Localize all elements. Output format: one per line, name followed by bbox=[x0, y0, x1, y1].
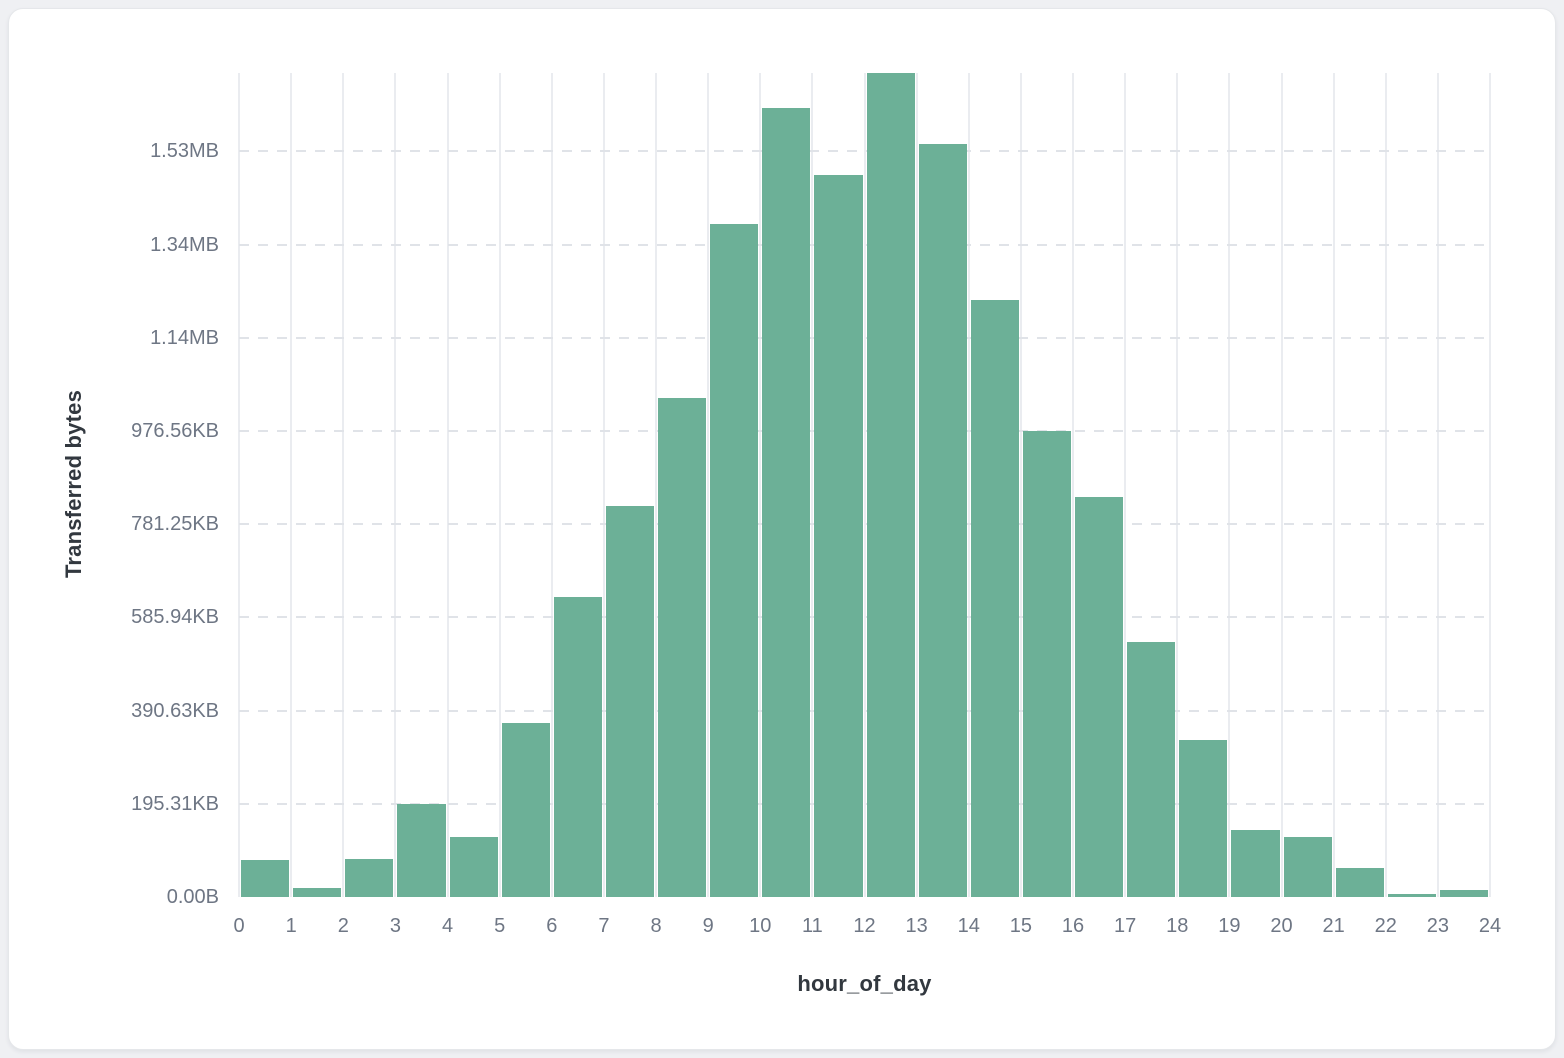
histogram-chart: Transferred bytes hour_of_day 0.00B 195.3… bbox=[9, 9, 1555, 1049]
v-gridline bbox=[290, 73, 293, 897]
x-tick-label: 4 bbox=[441, 915, 454, 937]
histogram-bar[interactable] bbox=[1231, 830, 1280, 897]
y-tick-label: 781.25KB bbox=[131, 513, 219, 536]
x-tick-label: 17 bbox=[1114, 915, 1137, 937]
histogram-bar[interactable] bbox=[1127, 641, 1176, 897]
v-gridline bbox=[759, 73, 762, 897]
histogram-bar[interactable] bbox=[866, 73, 915, 897]
histogram-bar[interactable] bbox=[553, 596, 602, 897]
histogram-bar[interactable] bbox=[345, 859, 394, 897]
v-gridline bbox=[446, 73, 449, 897]
histogram-bar[interactable] bbox=[605, 505, 654, 897]
x-tick-label: 24 bbox=[1478, 915, 1502, 937]
y-tick-label: 390.63KB bbox=[131, 699, 219, 722]
h-gridline bbox=[239, 709, 1490, 712]
h-gridline bbox=[239, 243, 1490, 246]
v-gridline bbox=[394, 73, 397, 897]
x-tick-label: 19 bbox=[1218, 915, 1241, 937]
y-tick-label: 1.14MB bbox=[150, 326, 219, 349]
v-gridline bbox=[1489, 73, 1491, 897]
y-tick-label: 195.31KB bbox=[131, 792, 219, 815]
v-gridline bbox=[967, 73, 970, 897]
v-gridline bbox=[863, 73, 866, 897]
x-tick-label: 0 bbox=[233, 915, 245, 937]
v-gridline bbox=[238, 73, 240, 897]
v-gridline bbox=[1280, 73, 1283, 897]
y-tick-label: 976.56KB bbox=[131, 419, 219, 442]
h-gridline bbox=[239, 429, 1490, 432]
x-tick-label: 18 bbox=[1166, 915, 1189, 937]
histogram-bar[interactable] bbox=[1022, 430, 1071, 897]
x-tick-label: 14 bbox=[957, 915, 980, 937]
v-gridline bbox=[498, 73, 501, 897]
v-gridline bbox=[1124, 73, 1127, 897]
histogram-bar[interactable] bbox=[1439, 890, 1488, 897]
v-gridline bbox=[550, 73, 553, 897]
x-tick-label: 10 bbox=[749, 915, 772, 937]
x-tick-label: 8 bbox=[650, 915, 662, 937]
v-gridline bbox=[811, 73, 814, 897]
y-tick-label: 585.94KB bbox=[131, 606, 219, 629]
h-gridline bbox=[239, 336, 1490, 339]
x-tick-label: 11 bbox=[801, 915, 823, 937]
v-gridline bbox=[707, 73, 710, 897]
v-gridline bbox=[602, 73, 605, 897]
v-gridline bbox=[342, 73, 345, 897]
x-tick-label: 13 bbox=[905, 915, 928, 937]
x-tick-label: 22 bbox=[1374, 915, 1397, 937]
v-gridline bbox=[1384, 73, 1387, 897]
histogram-bar[interactable] bbox=[241, 860, 290, 897]
v-gridline bbox=[655, 73, 657, 897]
x-tick-label: 1 bbox=[285, 915, 297, 937]
histogram-bar[interactable] bbox=[710, 223, 759, 897]
v-gridline bbox=[1019, 73, 1022, 897]
x-tick-label: 7 bbox=[598, 915, 610, 937]
histogram-bar[interactable] bbox=[1179, 740, 1228, 897]
h-gridline bbox=[239, 616, 1490, 619]
histogram-bar[interactable] bbox=[449, 837, 498, 897]
histogram-bar[interactable] bbox=[1335, 868, 1384, 897]
x-tick-label: 6 bbox=[546, 915, 558, 937]
histogram-bar[interactable] bbox=[658, 398, 707, 897]
x-tick-label: 20 bbox=[1270, 915, 1293, 937]
histogram-bar[interactable] bbox=[1387, 894, 1436, 897]
x-tick-label: 5 bbox=[494, 915, 506, 937]
x-tick-label: 23 bbox=[1426, 915, 1449, 937]
x-tick-label: 2 bbox=[337, 915, 349, 937]
histogram-bar[interactable] bbox=[918, 143, 967, 897]
histogram-bar[interactable] bbox=[501, 723, 550, 897]
h-gridline bbox=[239, 523, 1490, 526]
x-tick-label: 16 bbox=[1061, 915, 1085, 937]
x-tick-label: 12 bbox=[853, 915, 876, 937]
v-gridline bbox=[1228, 73, 1231, 897]
x-tick-label: 15 bbox=[1009, 915, 1032, 937]
histogram-bar[interactable] bbox=[970, 300, 1019, 897]
histogram-bar[interactable] bbox=[293, 888, 342, 897]
y-tick-label: 0.00B bbox=[166, 886, 219, 908]
v-gridline bbox=[1072, 73, 1074, 897]
h-gridline bbox=[239, 150, 1490, 153]
histogram-bar[interactable] bbox=[814, 174, 863, 897]
v-gridline bbox=[1332, 73, 1335, 897]
y-tick-label: 1.53MB bbox=[150, 140, 219, 163]
x-axis-title: hour_of_day bbox=[797, 971, 932, 996]
histogram-bar[interactable] bbox=[397, 803, 446, 897]
histogram-bar[interactable] bbox=[1075, 497, 1124, 897]
histogram-bar[interactable] bbox=[1283, 837, 1332, 897]
histogram-bar[interactable] bbox=[762, 107, 811, 897]
v-gridline bbox=[915, 73, 918, 897]
v-gridline bbox=[1436, 73, 1439, 897]
x-tick-label: 9 bbox=[702, 915, 714, 937]
h-gridline bbox=[239, 802, 1490, 805]
x-tick-label: 3 bbox=[389, 915, 401, 937]
v-gridline bbox=[1176, 73, 1179, 897]
x-tick-label: 21 bbox=[1322, 915, 1345, 937]
y-tick-label: 1.34MB bbox=[150, 233, 219, 256]
chart-card: Transferred bytes hour_of_day 0.00B 195.3… bbox=[8, 8, 1556, 1050]
